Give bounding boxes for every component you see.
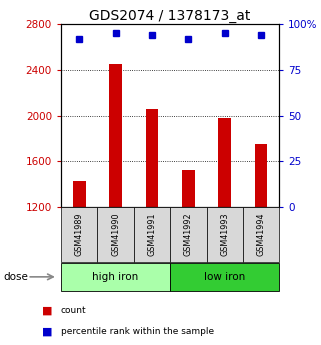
Text: dose: dose (3, 272, 28, 282)
Bar (61, 263, 170, 291)
Bar (145, 109, 158, 207)
Text: high iron: high iron (92, 272, 139, 282)
Bar (109, 64, 122, 207)
Bar (170, 263, 279, 291)
Text: GSM41989: GSM41989 (75, 213, 84, 256)
Text: GSM41992: GSM41992 (184, 213, 193, 256)
Text: count: count (61, 306, 87, 315)
Text: percentile rank within the sample: percentile rank within the sample (61, 327, 214, 336)
Text: GSM41990: GSM41990 (111, 213, 120, 256)
Text: ■: ■ (42, 326, 52, 336)
Bar (134, 207, 170, 262)
Bar (243, 207, 279, 262)
Bar (182, 170, 195, 207)
Title: GDS2074 / 1378173_at: GDS2074 / 1378173_at (90, 9, 251, 23)
Bar (170, 207, 206, 262)
Bar (218, 118, 231, 207)
Text: GSM41991: GSM41991 (147, 213, 156, 256)
Text: ■: ■ (42, 306, 52, 315)
Text: low iron: low iron (204, 272, 245, 282)
Text: GSM41993: GSM41993 (220, 213, 229, 256)
Bar (73, 181, 85, 207)
Bar (97, 207, 134, 262)
Bar (61, 207, 97, 262)
Text: GSM41994: GSM41994 (256, 213, 265, 256)
Bar (255, 144, 267, 207)
Bar (206, 207, 243, 262)
